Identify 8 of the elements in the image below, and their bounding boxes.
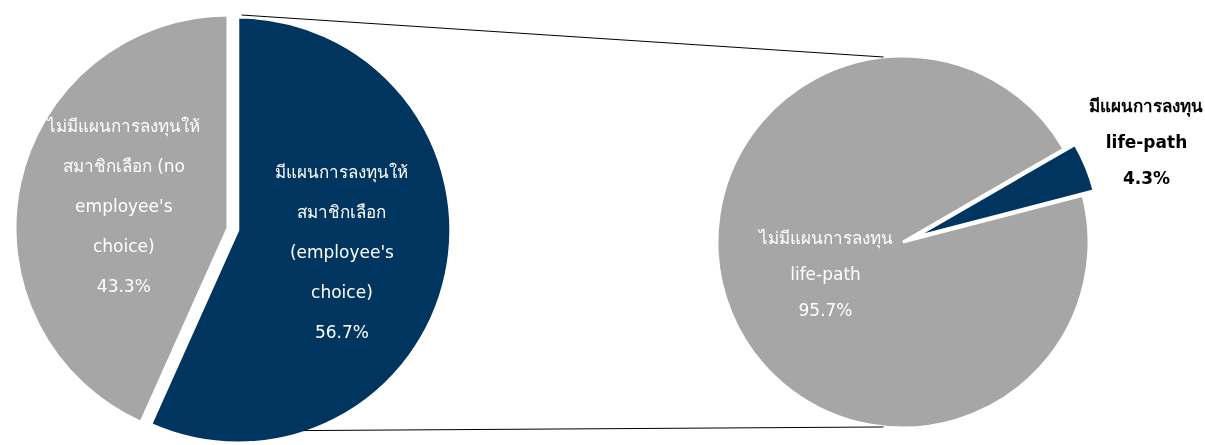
slice-label: ไม่มีแผนการลงทุนให้ สมาชิกเลือก (no employee's choice) — [45, 115, 201, 256]
data-label: 43.3% — [96, 275, 151, 296]
slice-label: มีแผนการลงทุนให้ สมาชิกเลือก (employee's choice) — [275, 162, 409, 303]
slice-label: ไม่มีแผนการลงทุน life-path — [756, 227, 893, 284]
slice-label: มีแผนการลงทุน life-path — [1089, 96, 1204, 153]
data-label: 4.3% — [1122, 168, 1171, 189]
data-label: 56.7% — [314, 322, 369, 343]
data-label: 95.7% — [798, 299, 853, 320]
